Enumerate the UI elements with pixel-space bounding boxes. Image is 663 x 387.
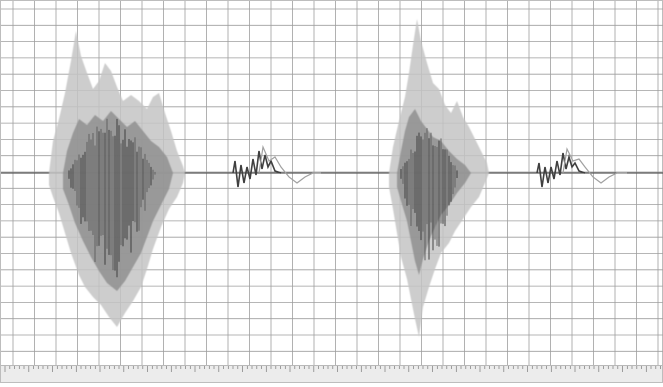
waveform-burst-2-mid — [397, 109, 471, 275]
waveform-blip-1 — [232, 144, 321, 188]
time-ruler[interactable] — [1, 365, 662, 382]
grid-lines — [1, 1, 663, 367]
waveform-blip-2 — [536, 147, 627, 188]
waveform-burst-2-core — [400, 128, 458, 261]
waveform-burst-1-core — [68, 118, 156, 278]
time-ruler-ticks — [4, 366, 661, 372]
